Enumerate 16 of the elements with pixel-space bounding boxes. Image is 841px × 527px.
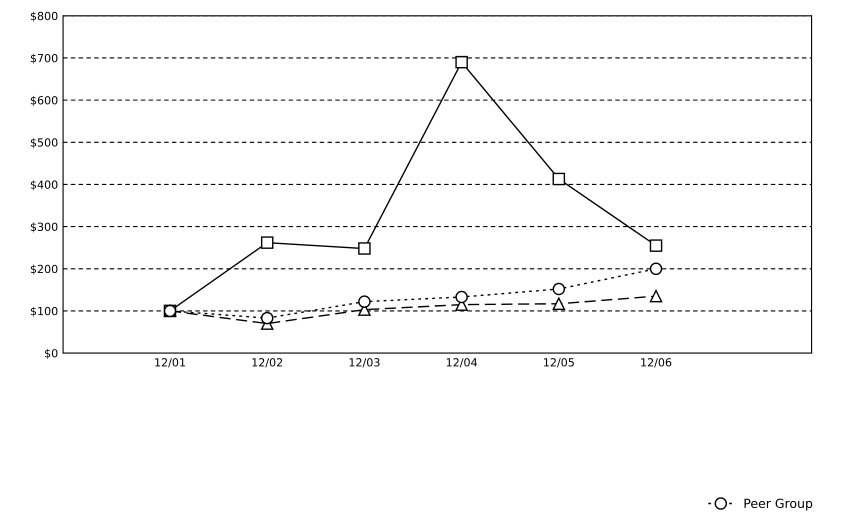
x-tick-label: 12/03 <box>350 358 380 368</box>
x-tick-label: 12/04 <box>446 358 478 368</box>
x-tick-label: 12/02 <box>252 358 282 368</box>
y-tick-label: $300 <box>30 222 58 232</box>
y-tick-label: $800 <box>30 12 58 22</box>
y-tick-label: $600 <box>30 96 58 106</box>
y-tick-label: $0 <box>44 348 58 359</box>
x-tick-label: 12/06 <box>641 358 672 368</box>
legend-label: Peer Group <box>744 498 812 510</box>
y-tick-label: $700 <box>30 54 58 64</box>
y-tick-label: $400 <box>30 180 58 190</box>
y-tick-label: $500 <box>30 138 58 148</box>
y-tick-label: $100 <box>30 306 58 317</box>
x-tick-label: 12/01 <box>155 358 185 368</box>
y-tick-label: $200 <box>30 264 58 275</box>
x-tick-label: 12/05 <box>544 358 574 368</box>
